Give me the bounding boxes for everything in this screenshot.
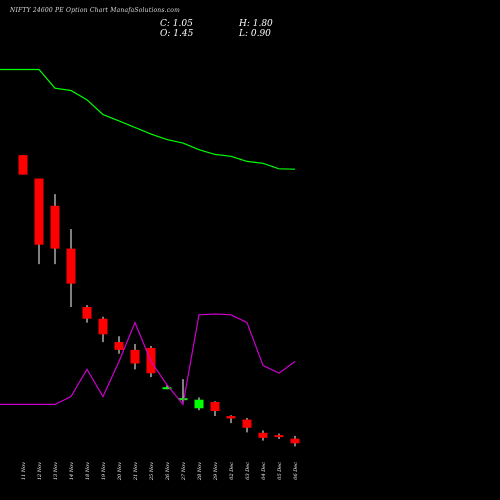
candle-body (194, 399, 204, 409)
lines-layer (0, 68, 296, 406)
x-tick-label: 29 Nov (213, 462, 219, 481)
candle-body (162, 387, 172, 390)
candle-body (258, 432, 268, 438)
candle-body (82, 307, 92, 319)
low-value: L: 0.90 (239, 29, 271, 39)
high-value: H: 1.80 (239, 19, 273, 29)
x-tick-label: 18 Nov (85, 462, 91, 480)
candle-body (290, 438, 300, 444)
x-tick-label: 13 Nov (53, 462, 59, 480)
x-tick-label: 19 Nov (101, 462, 107, 480)
candle-body (34, 178, 44, 245)
bodies-layer (18, 155, 300, 444)
x-axis-labels: 11 Nov 12 Nov 13 Nov 14 Nov 18 Nov 19 Nov 20 N… (21, 462, 299, 481)
x-tick-label: 21 Nov (133, 462, 139, 481)
candle-body (178, 398, 188, 401)
wicks-layer (22, 155, 296, 447)
x-tick-label: 06 Dec (293, 462, 299, 480)
moving-average-line (0, 68, 296, 170)
x-tick-label: 02 Dec (229, 462, 235, 480)
x-tick-label: 14 Nov (69, 462, 75, 480)
candle-body (18, 155, 28, 175)
x-tick-label: 03 Dec (245, 462, 251, 480)
x-tick-label: 20 Nov (117, 462, 123, 481)
x-tick-label: 28 Nov (197, 462, 203, 481)
candle-body (274, 435, 284, 438)
candle-body (226, 416, 236, 419)
candle-body (66, 248, 76, 284)
x-tick-label: 27 Nov (181, 462, 187, 481)
candle-body (98, 318, 108, 335)
x-tick-label: 05 Dec (277, 462, 283, 480)
x-tick-label: 12 Nov (37, 462, 43, 480)
candle-body (242, 419, 252, 428)
close-value: C: 1.05 (160, 19, 193, 29)
open-value: O: 1.45 (160, 29, 194, 39)
candle-body (210, 402, 220, 411)
candle-body (130, 349, 140, 364)
candle-body (114, 342, 124, 350)
volume-line (0, 313, 296, 406)
x-tick-label: 11 Nov (21, 462, 27, 480)
x-tick-label: 25 Nov (149, 462, 155, 481)
x-tick-label: 26 Nov (165, 462, 171, 481)
chart-title: NIFTY 24600 PE Option Chart ManafaSoluti… (10, 7, 180, 14)
candle-body (50, 205, 60, 249)
x-tick-label: 04 Dec (261, 462, 267, 480)
